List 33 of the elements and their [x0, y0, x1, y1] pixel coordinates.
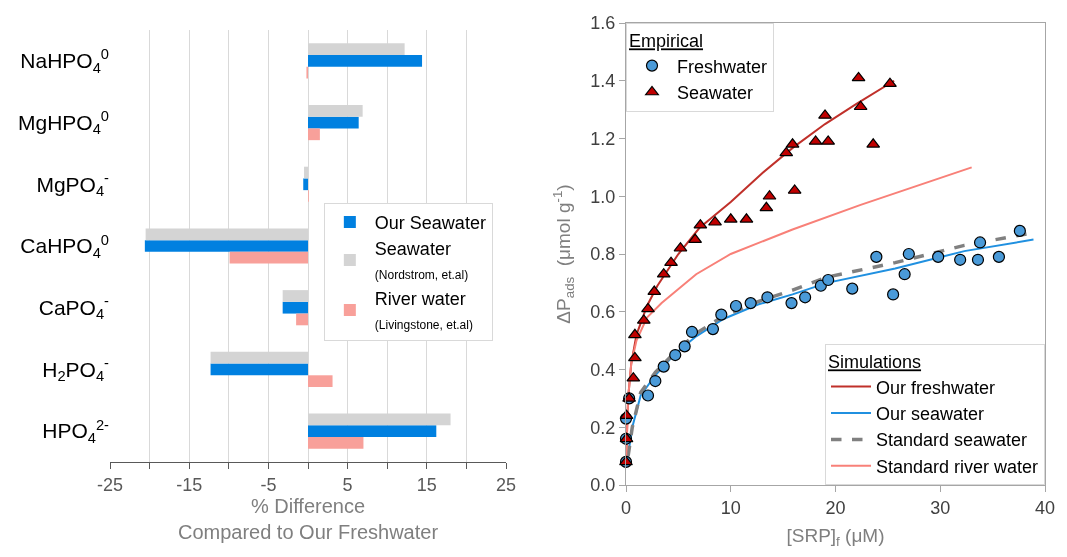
x-tick-label: 5: [342, 474, 353, 495]
text: Simulations: [828, 352, 922, 373]
y-tick-label: 0.4: [590, 359, 616, 380]
x-tick-label: 10: [720, 497, 741, 518]
x-tick-label: 30: [930, 497, 951, 518]
x-tick-label: -5: [260, 474, 277, 495]
x-tick-label: -25: [96, 474, 124, 495]
x-tick-label: 15: [416, 474, 437, 495]
x-tick-label: 40: [1034, 497, 1056, 518]
legend-label: Our Seawater: [374, 213, 486, 234]
y-tick-label: 0.8: [590, 244, 616, 265]
text: Empirical: [629, 31, 704, 52]
y-tick-label: 1.6: [590, 13, 616, 34]
x-tick-label: 25: [495, 474, 517, 495]
x-axis-title: [SRP]$_{f}$ (μM): [786, 525, 885, 550]
x-axis-title: % Difference Compared to Our Freshwater: [177, 494, 439, 543]
y-tick-label: 0.0: [590, 475, 616, 496]
y-tick-label: 0.6: [590, 302, 616, 323]
x-tick-label: 20: [825, 497, 846, 518]
legend-label: Standard seawater: [876, 430, 1028, 451]
y-tick-label: 1.0: [590, 186, 616, 207]
legend-label: Standard river water: [876, 456, 1039, 477]
y-tick-label: 1.2: [590, 128, 616, 149]
x-tick-label: 0: [620, 497, 632, 518]
y-tick-label: 0.2: [590, 417, 616, 438]
legend-label: Our seawater: [876, 404, 985, 425]
legend-label: Seawater: [677, 83, 754, 104]
legend-label: Seawater (Nordstrom, et.al): [374, 239, 469, 282]
legend-label: Our freshwater: [876, 377, 996, 398]
y-tick-label: 1.4: [590, 71, 616, 92]
legend-label: River water (Livingstone, et.al): [374, 289, 473, 332]
legend-label: Freshwater: [677, 56, 768, 77]
x-tick-label: -15: [176, 474, 203, 495]
